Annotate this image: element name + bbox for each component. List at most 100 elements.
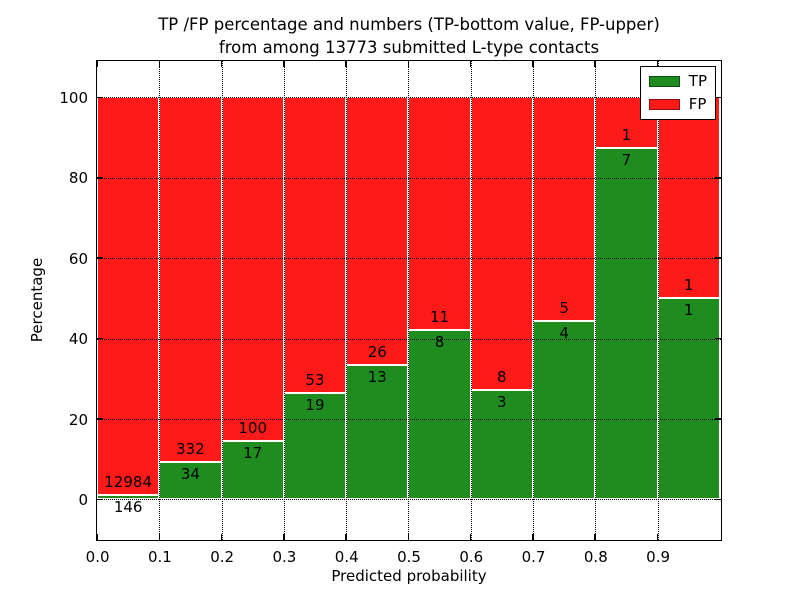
x-axis-label: Predicted probability (331, 567, 487, 585)
x-tick-label: 0.8 (583, 548, 608, 566)
gridline-vertical (595, 61, 597, 540)
x-tick-label: 0.3 (272, 548, 297, 566)
bar-segment-tp (159, 462, 222, 500)
bar-label-tp: 13 (367, 368, 387, 387)
bar-label-fp: 8 (497, 367, 507, 386)
x-tick-mark-bottom (283, 534, 285, 540)
bar-label-tp: 4 (559, 323, 569, 342)
y-tick-label: 40 (68, 330, 88, 349)
legend-label: TP (688, 72, 707, 90)
chart-title-line1: TP /FP percentage and numbers (TP-bottom… (158, 15, 660, 34)
y-tick-mark-left (97, 257, 103, 259)
bar-segment-fp (221, 97, 284, 441)
bar-label-tp: 1 (683, 301, 694, 320)
bar-segment-fp (657, 97, 720, 299)
bar-label-fp: 11 (429, 308, 450, 327)
x-tick-label: 0.6 (459, 548, 484, 566)
legend: TP FP (639, 66, 716, 120)
bar-label-tp: 34 (180, 465, 200, 484)
y-tick-mark-right (715, 337, 721, 340)
gridline-vertical (470, 61, 472, 540)
gridline-vertical (657, 61, 659, 540)
chart-title: TP /FP percentage and numbers (TP-bottom… (96, 13, 722, 59)
y-tick-mark-right (715, 418, 721, 420)
bar-label-tp: 17 (243, 443, 263, 462)
bar-segment-fp (97, 97, 160, 495)
x-tick-label: 0.9 (646, 548, 671, 566)
bar-label-tp: 7 (621, 150, 632, 169)
y-tick-mark-right (715, 257, 721, 259)
bar-segment-tp (408, 330, 471, 500)
gridline-vertical (346, 61, 348, 540)
x-tick-mark-top (469, 61, 472, 67)
x-tick-mark-top (345, 61, 347, 67)
x-tick-label: 0.0 (85, 548, 110, 566)
legend-row: FP (648, 95, 707, 113)
x-tick-mark-top (407, 61, 410, 67)
bar-label-fp: 100 (238, 418, 267, 437)
bar-label-fp: 1 (621, 125, 632, 144)
x-tick-mark-bottom (220, 534, 223, 540)
bar-segment-fp (408, 97, 471, 331)
bar-label-tp: 8 (434, 333, 445, 352)
bar-segment-tp (657, 298, 720, 500)
x-tick-mark-top (594, 61, 596, 67)
bar-segment-fp (283, 97, 347, 394)
x-tick-label: 0.7 (521, 548, 546, 566)
legend-swatch-tp-icon (648, 76, 680, 87)
x-tick-mark-bottom (158, 534, 161, 540)
y-tick-mark-left (97, 418, 103, 420)
legend-swatch-fp-icon (648, 99, 680, 110)
bar-segment-fp (346, 97, 409, 366)
y-tick-mark-right (715, 177, 721, 179)
x-tick-mark-top (656, 61, 659, 67)
x-tick-mark-bottom (594, 534, 596, 540)
bar-label-fp: 53 (305, 371, 325, 390)
bar-label-tp: 19 (305, 396, 325, 415)
y-tick-mark-right (715, 96, 721, 99)
x-tick-label: 0.1 (147, 548, 172, 566)
x-tick-mark-top (96, 61, 98, 67)
y-tick-label: 0 (78, 491, 88, 509)
y-tick-label: 100 (59, 89, 88, 107)
bar-label-fp: 332 (176, 440, 205, 459)
y-tick-label: 80 (68, 169, 88, 188)
y-tick-mark-left (97, 96, 103, 99)
x-tick-label: 0.4 (334, 548, 359, 566)
y-tick-mark-right (715, 498, 721, 501)
gridline-vertical (408, 61, 410, 540)
bar-segment-tp (532, 320, 596, 500)
gridline-vertical (532, 61, 534, 540)
gridline-vertical (221, 61, 223, 540)
bar-segment-tp (283, 393, 347, 500)
bar-label-fp: 5 (559, 298, 569, 317)
bar-segment-fp (470, 97, 533, 390)
chart-title-line2: from among 13773 submitted L-type contac… (218, 38, 600, 57)
x-tick-mark-bottom (407, 534, 410, 540)
x-tick-label: 0.5 (397, 548, 421, 566)
x-tick-mark-bottom (96, 534, 98, 540)
x-tick-mark-bottom (469, 534, 472, 540)
bar-label-fp: 12984 (104, 472, 152, 491)
bar-segment-fp (532, 97, 596, 321)
bar-segment-fp (159, 97, 222, 463)
y-tick-mark-left (97, 337, 103, 340)
bar-label-tp: 146 (113, 497, 143, 516)
plot-area: TP FP 12984 146 332 34 100 17 53 19 26 13 11 8 8 3 5 4 1 7… (96, 60, 722, 541)
bar-label-tp: 3 (497, 392, 507, 411)
bar-label-fp: 1 (683, 276, 694, 295)
legend-label: FP (688, 95, 707, 113)
legend-row: TP (648, 72, 707, 90)
y-tick-label: 60 (68, 249, 88, 268)
y-tick-mark-left (97, 498, 103, 501)
gridline-vertical (159, 61, 161, 540)
gridline-vertical (283, 61, 285, 540)
x-tick-label: 0.2 (210, 548, 235, 566)
y-tick-mark-left (97, 177, 103, 179)
bar-segment-tp (97, 494, 160, 500)
y-tick-label: 20 (68, 410, 88, 429)
bar-label-fp: 26 (367, 343, 387, 362)
x-tick-mark-top (532, 61, 534, 67)
bar-segment-tp (346, 365, 409, 500)
